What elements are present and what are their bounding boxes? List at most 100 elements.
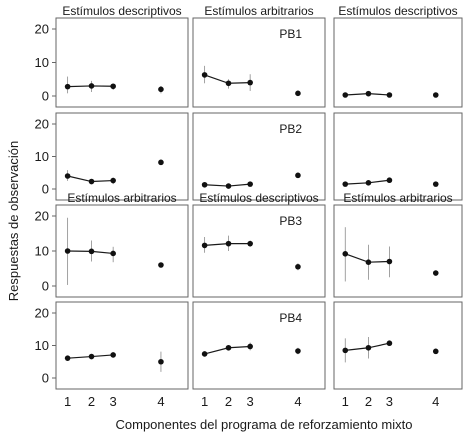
x-axis-label: Componentes del programa de reforzamient… [116,417,413,432]
data-point [158,159,164,166]
panel-title: Estímulos arbitrarios [343,191,452,205]
data-point [158,86,164,93]
panel-frame [333,17,463,108]
data-point [110,352,116,358]
participant-label: PB3 [279,214,302,228]
data-point [295,90,301,97]
panel-r4-c3: PB4 [279,301,463,390]
panel-r4-c2 [192,301,326,390]
panel-frame [192,204,326,298]
data-point [225,80,232,87]
x-tick-label: 2 [88,394,95,409]
panel-r1-c2: Estímulos arbitrarios [192,4,326,108]
data-point [432,92,439,98]
panel-frame [55,17,189,108]
y-tick-label: 10 [35,55,49,70]
panel-r4-c1: 0 10 20 [35,301,189,390]
participant-label: PB2 [279,122,302,136]
panel-r3-c3: Estímulos arbitrarios PB3 [279,191,463,298]
data-point [386,92,393,98]
data-point [64,173,71,179]
y-tick-label: 20 [35,117,49,132]
data-point [247,343,253,350]
data-point [365,259,372,266]
data-point [225,240,232,247]
x-tick-label: 3 [386,394,393,409]
panel-frame [192,17,326,108]
data-point [432,181,439,187]
panel-r2-c1: 0 10 20 [35,112,189,201]
data-point [110,250,116,257]
data-point [64,248,71,254]
panel-title: Estímulos descriptivos [62,4,181,18]
y-tick-label: 10 [35,244,49,259]
panel-title: Estímulos arbitrarios [204,4,313,18]
data-point [365,180,372,186]
data-point [295,263,301,270]
panel-frame [333,204,463,298]
data-point [158,358,164,365]
data-point [365,344,372,351]
panel-title: Estímulos descriptivos [199,191,318,205]
panel-title: Estímulos descriptivos [338,4,457,18]
y-tick-label: 20 [35,22,49,37]
data-point [64,83,71,90]
data-point [88,178,95,185]
panel-r1-c3: Estímulos descriptivos PB1 [279,4,463,108]
panel-frame [192,301,326,390]
x-tick-label: 3 [247,394,254,409]
y-tick-label: 0 [42,182,49,197]
y-tick-label: 20 [35,209,49,224]
data-point [365,90,372,97]
participant-label: PB1 [279,27,302,41]
y-tick-label: 20 [35,306,49,321]
data-point [386,177,393,184]
x-tick-label: 3 [110,394,117,409]
y-axis-label: Respuestas de observación [6,141,21,301]
data-point [386,340,393,347]
data-point [247,79,253,86]
x-tick-label: 2 [365,394,372,409]
data-point [201,351,208,357]
data-point [201,72,208,78]
panel-r2-c3: PB2 [279,112,463,201]
panel-r1-c1: Estímulos descriptivos 0 10 20 [35,4,189,108]
data-point [110,177,116,184]
panel-r3-c1: Estímulos arbitrarios 0 10 20 [35,191,189,298]
panel-frame [333,112,463,201]
data-point [201,181,208,188]
data-point [88,353,95,360]
data-point [295,172,301,179]
data-point [342,92,349,98]
data-point [247,240,253,247]
panel-r2-c2 [192,112,326,201]
panel-title: Estímulos arbitrarios [67,191,176,205]
participant-label: PB4 [279,311,302,325]
data-point [158,262,164,268]
y-tick-label: 0 [42,279,49,294]
data-point [342,251,349,257]
data-point [432,270,439,276]
panel-frame [333,301,463,390]
data-point [342,181,349,187]
x-tick-label: 4 [294,394,301,409]
data-point [432,348,439,355]
data-point [386,258,393,265]
y-tick-label: 10 [35,149,49,164]
data-point [225,183,232,189]
data-point [342,347,349,354]
x-tick-label: 2 [225,394,232,409]
x-tick-label: 1 [64,394,71,409]
x-tick-label: 1 [342,394,349,409]
panel-frame [55,112,189,201]
panel-r3-c2: Estímulos descriptivos [192,191,326,298]
data-point [64,355,71,361]
data-point [225,344,232,351]
x-tick-label: 4 [432,394,439,409]
y-tick-label: 0 [42,371,49,386]
data-point [201,242,208,249]
x-tick-label: 4 [157,394,164,409]
data-point [88,83,95,89]
